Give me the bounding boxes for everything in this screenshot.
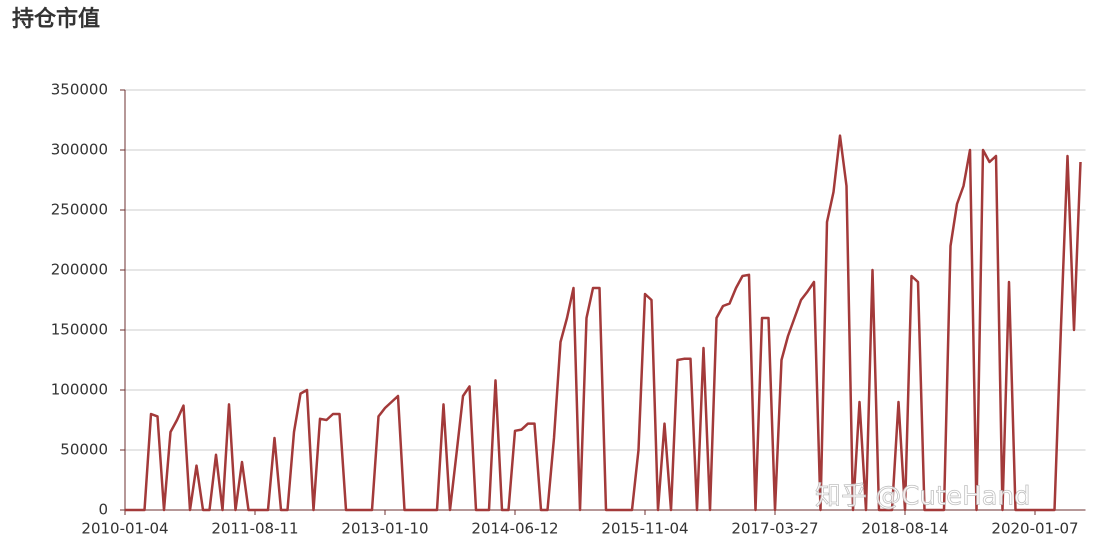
x-tick-label: 2010-01-04 — [81, 520, 168, 538]
x-tick-label: 2011-08-11 — [211, 520, 298, 538]
x-tick-label: 2020-01-07 — [991, 520, 1078, 538]
y-tick-label: 150000 — [51, 321, 108, 339]
line — [125, 134, 1082, 512]
x-tick-label: 2018-08-14 — [861, 520, 948, 538]
x-tick-label: 2013-01-10 — [341, 520, 428, 538]
y-tick-label: 250000 — [51, 201, 108, 219]
y-tick-label: 350000 — [51, 81, 108, 99]
x-tick-label: 2015-11-04 — [601, 520, 688, 538]
y-tick-label: 50000 — [60, 441, 108, 459]
y-tick-label: 200000 — [51, 261, 108, 279]
watermark: 知乎 @CuteHand — [815, 482, 1031, 512]
y-tick-label: 300000 — [51, 141, 108, 159]
x-tick-label: 2014-06-12 — [471, 520, 558, 538]
y-tick-label: 0 — [98, 501, 108, 519]
chart-title: 持仓市值 — [12, 6, 100, 32]
x-tick-label: 2017-03-27 — [731, 520, 818, 538]
y-tick-label: 100000 — [51, 381, 108, 399]
